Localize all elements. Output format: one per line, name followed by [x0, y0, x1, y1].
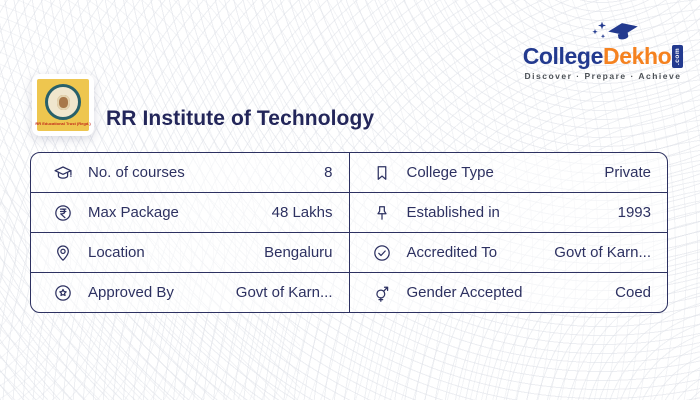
table-row-location: Location Bengaluru: [31, 233, 349, 273]
pushpin-icon: [372, 203, 392, 223]
college-logo: RR Educational Trust (Regd.): [32, 74, 94, 136]
college-emblem-circle: [45, 84, 81, 120]
brand-college-text: College: [522, 43, 604, 69]
graduation-cap-icon: [53, 163, 73, 183]
info-label: No. of courses: [88, 164, 185, 181]
check-circle-icon: [372, 243, 392, 263]
gender-icon: [372, 283, 392, 303]
info-value: 1993: [617, 204, 651, 221]
info-label: Established in: [406, 204, 500, 221]
info-value: 48 Lakhs: [271, 204, 333, 221]
info-label: Location: [88, 244, 145, 261]
table-row-max-package: Max Package 48 Lakhs: [31, 193, 349, 233]
table-row-courses: No. of courses 8: [31, 153, 349, 193]
approval-seal-icon: [53, 283, 73, 303]
graduation-cap-toss-icon: [592, 21, 638, 40]
stats-right-column: College Type Private Established in 1993…: [349, 153, 668, 312]
stats-left-column: No. of courses 8 Max Package 48 Lakhs Lo…: [31, 153, 350, 312]
info-label: Max Package: [88, 204, 179, 221]
info-value: Bengaluru: [264, 244, 333, 261]
brand-dekho-text: Dekho: [602, 43, 672, 69]
page-title: RR Institute of Technology: [106, 107, 375, 131]
info-value: Govt of Karn...: [235, 284, 333, 301]
college-stats-table: No. of courses 8 Max Package 48 Lakhs Lo…: [30, 152, 668, 313]
college-emblem-core: [56, 94, 70, 110]
college-logo-caption: RR Educational Trust (Regd.): [35, 121, 91, 126]
location-pin-icon: [53, 243, 73, 263]
info-label: Gender Accepted: [406, 284, 523, 301]
info-value: Coed: [615, 284, 651, 301]
table-row-approved-by: Approved By Govt of Karn...: [31, 273, 349, 312]
info-value: Private: [604, 164, 651, 181]
collegedekho-logo: College Dekho .com Discover · Prepare · Ac…: [518, 18, 688, 81]
collegedekho-wordmark: College Dekho .com: [523, 44, 684, 68]
table-row-established: Established in 1993: [349, 193, 667, 233]
brand-tagline: Discover · Prepare · Achieve: [524, 71, 682, 81]
table-row-gender-accepted: Gender Accepted Coed: [350, 273, 668, 312]
rupee-circle-icon: [53, 203, 73, 223]
info-value: 8: [324, 164, 333, 181]
college-logo-emblem: RR Educational Trust (Regd.): [35, 79, 91, 131]
bookmark-icon: [372, 163, 392, 183]
info-label: Approved By: [88, 284, 174, 301]
info-label: Accredited To: [406, 244, 498, 261]
info-value: Govt of Karn...: [554, 244, 651, 261]
brand-dotcom-badge: .com: [672, 44, 684, 68]
table-row-college-type: College Type Private: [349, 153, 667, 193]
table-row-accredited-to: Accredited To Govt of Karn...: [349, 233, 667, 273]
info-label: College Type: [406, 164, 494, 181]
